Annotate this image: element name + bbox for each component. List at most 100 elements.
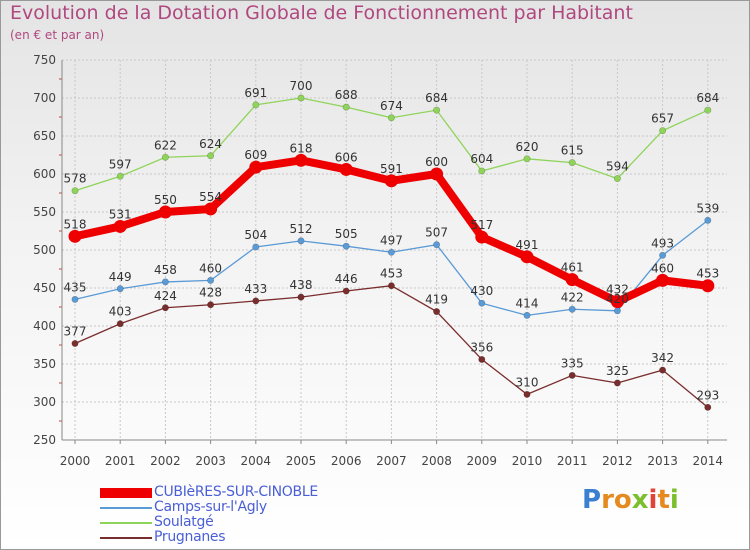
data-point: [207, 301, 215, 309]
data-label: 435: [64, 280, 87, 294]
data-point: [568, 371, 576, 379]
logo-letter: P: [582, 485, 602, 515]
data-label: 414: [516, 296, 539, 310]
data-point: [565, 273, 579, 287]
data-label: 609: [244, 148, 267, 162]
data-point: [252, 243, 260, 251]
data-point: [433, 308, 441, 316]
data-label: 578: [64, 172, 87, 186]
legend-swatch: [100, 521, 152, 524]
data-label: 518: [64, 217, 87, 231]
data-label: 433: [244, 282, 267, 296]
y-tick-label: 650: [33, 129, 56, 143]
data-label: 657: [651, 112, 674, 126]
y-tick-label: 500: [33, 243, 56, 257]
x-tick-label: 2007: [376, 454, 407, 468]
data-label: 377: [64, 324, 87, 338]
data-point: [704, 216, 712, 224]
data-point: [342, 287, 350, 295]
data-point: [297, 94, 305, 102]
data-label: 335: [561, 356, 584, 370]
data-point: [475, 230, 489, 244]
x-tick-label: 2011: [557, 454, 588, 468]
data-label: 293: [696, 388, 719, 402]
data-label: 554: [199, 190, 222, 204]
data-point: [297, 293, 305, 301]
data-point: [704, 106, 712, 114]
data-point: [701, 279, 715, 293]
data-label: 505: [335, 227, 358, 241]
data-point: [478, 355, 486, 363]
data-point: [342, 103, 350, 111]
data-label: 684: [696, 91, 719, 105]
data-point: [704, 403, 712, 411]
logo-letter: r: [601, 485, 614, 515]
y-tick-label: 450: [33, 281, 56, 295]
x-tick-label: 2001: [105, 454, 136, 468]
data-point: [478, 167, 486, 175]
y-tick-label: 550: [33, 205, 56, 219]
data-point: [568, 159, 576, 167]
data-point: [659, 366, 667, 374]
legend-label: Camps-sur-l'Agly: [154, 499, 267, 515]
data-label: 688: [335, 88, 358, 102]
data-label: 310: [516, 375, 539, 389]
data-label: 550: [154, 193, 177, 207]
data-point: [523, 155, 531, 163]
data-point: [68, 229, 82, 243]
logo-letter: i: [669, 485, 679, 515]
data-label: 600: [425, 155, 448, 169]
data-point: [523, 311, 531, 319]
legend-swatch: [100, 536, 152, 539]
x-tick-label: 2012: [602, 454, 633, 468]
data-point: [161, 153, 169, 161]
data-label: 419: [425, 293, 448, 307]
data-label: 700: [290, 79, 313, 93]
data-label: 438: [290, 278, 313, 292]
data-label: 453: [380, 267, 403, 281]
data-point: [342, 242, 350, 250]
y-tick-label: 600: [33, 167, 56, 181]
data-label: 430: [470, 284, 493, 298]
logo-letter: t: [657, 485, 670, 515]
data-label: 424: [154, 289, 177, 303]
data-label: 446: [335, 272, 358, 286]
y-tick-label: 700: [33, 91, 56, 105]
data-point: [207, 276, 215, 284]
data-point: [659, 251, 667, 259]
data-label: 497: [380, 233, 403, 247]
data-label: 325: [606, 364, 629, 378]
data-label: 461: [561, 261, 584, 275]
x-tick-label: 2004: [241, 454, 272, 468]
data-label: 356: [470, 340, 493, 354]
x-tick-label: 2008: [421, 454, 452, 468]
data-label: 622: [154, 138, 177, 152]
logo-letter: i: [648, 485, 658, 515]
x-tick-label: 2006: [331, 454, 362, 468]
data-label: 517: [470, 218, 493, 232]
data-point: [478, 299, 486, 307]
data-label: 491: [516, 238, 539, 252]
data-label: 606: [335, 150, 358, 164]
data-point: [204, 202, 218, 216]
data-point: [161, 278, 169, 286]
data-label: 422: [561, 290, 584, 304]
data-point: [610, 295, 624, 309]
chart-subtitle: (en € et par an): [10, 28, 105, 42]
data-label: 531: [109, 207, 132, 221]
data-point: [384, 174, 398, 188]
x-tick-label: 2010: [512, 454, 543, 468]
series-3: [68, 153, 715, 309]
data-point: [297, 237, 305, 245]
data-label: 618: [290, 141, 313, 155]
data-label: 507: [425, 226, 448, 240]
data-label: 432: [606, 283, 629, 297]
data-label: 342: [651, 351, 674, 365]
data-label: 403: [109, 305, 132, 319]
data-point: [249, 160, 263, 174]
data-point: [387, 248, 395, 256]
data-point: [71, 295, 79, 303]
data-label: 691: [244, 86, 267, 100]
data-point: [433, 241, 441, 249]
